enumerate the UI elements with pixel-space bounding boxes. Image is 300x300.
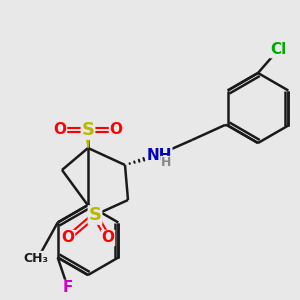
Text: Cl: Cl: [270, 43, 286, 58]
Text: F: F: [63, 280, 73, 296]
Text: CH₃: CH₃: [23, 251, 49, 265]
Polygon shape: [85, 130, 91, 148]
Text: O: O: [61, 230, 74, 245]
Text: O: O: [101, 230, 115, 245]
Text: NH: NH: [146, 148, 172, 163]
Text: S: S: [88, 206, 101, 224]
Text: H: H: [161, 157, 171, 169]
Text: O: O: [53, 122, 67, 137]
Text: O: O: [110, 122, 122, 137]
Text: S: S: [82, 121, 94, 139]
